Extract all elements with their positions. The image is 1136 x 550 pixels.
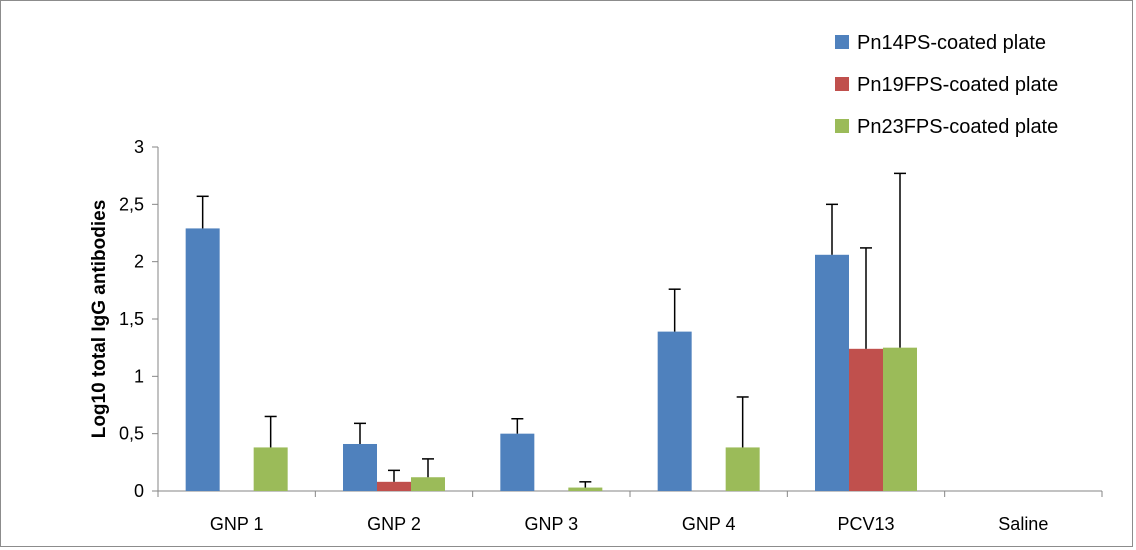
bar xyxy=(343,443,377,491)
legend-label: Pn14PS-coated plate xyxy=(857,32,1046,54)
x-tick-label: GNP 1 xyxy=(210,514,264,534)
bar xyxy=(883,347,917,491)
y-tick-label: 2 xyxy=(134,252,144,272)
bar xyxy=(411,477,445,491)
x-axis: GNP 1 GNP 2 GNP 3 GNP 4 PCV13 Saline xyxy=(157,490,1103,534)
legend-swatch xyxy=(835,77,849,91)
x-tick-label: GNP 2 xyxy=(367,514,421,534)
bars xyxy=(185,228,917,491)
y-tick-label: 3 xyxy=(134,137,144,157)
legend: Pn14PS-coated plate Pn19FPS-coated plate P… xyxy=(835,32,1058,138)
y-tick-label: 0,5 xyxy=(119,424,144,444)
x-tick-label: PCV13 xyxy=(837,514,894,534)
legend-label: Pn19FPS-coated plate xyxy=(857,74,1058,96)
bar xyxy=(185,228,220,491)
bar xyxy=(815,254,849,491)
y-tick-label: 2,5 xyxy=(119,194,144,214)
legend-label: Pn23FPS-coated plate xyxy=(857,116,1058,138)
y-axis-title: Log10 total IgG antibodies xyxy=(89,200,110,439)
y-axis: 0 0,5 1 1,5 2 2,5 3 xyxy=(119,137,159,501)
bar xyxy=(377,481,411,491)
bar xyxy=(253,447,288,491)
x-tick-label: GNP 3 xyxy=(524,514,578,534)
bar xyxy=(500,433,535,491)
y-tick-label: 0 xyxy=(134,481,144,501)
x-tick-label: GNP 4 xyxy=(682,514,736,534)
bar xyxy=(725,447,760,491)
y-tick-label: 1 xyxy=(134,366,144,386)
bar xyxy=(568,487,603,491)
y-tick-label: 1,5 xyxy=(119,309,144,329)
legend-swatch xyxy=(835,35,849,49)
bar xyxy=(849,348,883,491)
x-tick-label: Saline xyxy=(998,514,1048,534)
legend-swatch xyxy=(835,119,849,133)
bar xyxy=(657,331,692,491)
error-bars xyxy=(196,172,906,488)
